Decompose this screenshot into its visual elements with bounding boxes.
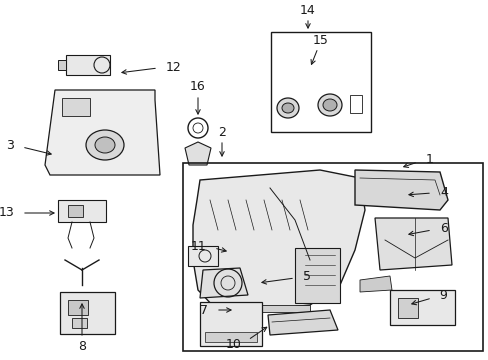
Bar: [294, 248, 339, 303]
Bar: [58, 60, 66, 70]
Text: 6: 6: [439, 222, 447, 235]
Text: 10: 10: [225, 338, 241, 351]
Text: 14: 14: [300, 4, 315, 17]
Text: 1: 1: [425, 153, 432, 166]
Text: 4: 4: [439, 186, 447, 199]
Bar: [72, 318, 87, 328]
Polygon shape: [354, 170, 447, 210]
Text: 8: 8: [78, 339, 86, 352]
Polygon shape: [45, 90, 160, 175]
Bar: [270, 32, 370, 132]
Text: 7: 7: [200, 303, 207, 316]
Text: 9: 9: [439, 289, 447, 302]
Ellipse shape: [282, 103, 293, 113]
Bar: [187, 246, 218, 266]
Bar: [204, 332, 257, 342]
Text: 13: 13: [0, 207, 14, 220]
Bar: [183, 163, 482, 351]
Polygon shape: [267, 310, 337, 335]
Text: 5: 5: [302, 270, 310, 283]
Bar: [68, 205, 83, 217]
Polygon shape: [200, 268, 247, 298]
Polygon shape: [184, 142, 210, 165]
Bar: [397, 298, 417, 318]
Text: 12: 12: [165, 60, 182, 73]
Bar: [60, 292, 115, 334]
Ellipse shape: [95, 137, 115, 153]
Bar: [349, 95, 361, 113]
Bar: [68, 300, 88, 315]
Text: 2: 2: [218, 126, 225, 139]
Text: 15: 15: [312, 34, 328, 47]
Polygon shape: [374, 218, 451, 270]
Bar: [58, 200, 106, 222]
Text: 16: 16: [190, 81, 205, 94]
Ellipse shape: [323, 99, 336, 111]
Ellipse shape: [276, 98, 298, 118]
Bar: [62, 98, 90, 116]
Text: 11: 11: [190, 239, 206, 253]
Bar: [389, 290, 454, 325]
Ellipse shape: [317, 94, 341, 116]
Polygon shape: [215, 305, 309, 312]
Text: 3: 3: [6, 139, 14, 152]
Bar: [66, 55, 110, 75]
Ellipse shape: [86, 130, 124, 160]
Polygon shape: [193, 170, 364, 310]
Polygon shape: [359, 276, 391, 292]
Bar: [200, 302, 262, 346]
